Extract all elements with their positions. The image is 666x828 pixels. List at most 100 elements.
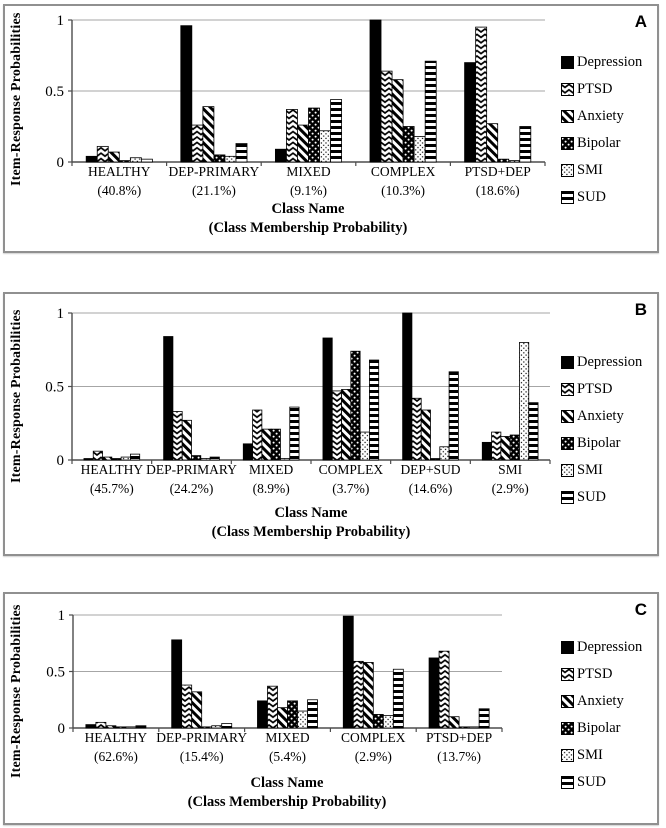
bar-bipolar-ptsd+dep <box>497 158 510 163</box>
bar-sud-healthy <box>130 453 141 461</box>
y-tick-label: 1 <box>57 13 65 29</box>
category-membership-probability: (8.9%) <box>253 481 290 496</box>
legend-item-depression: Depression <box>561 639 661 655</box>
x-axis-title-line1: Class Name <box>274 505 348 521</box>
panel-b: Item-Response Probabilities 0 0.5 1 HEALTHY… <box>3 292 659 556</box>
bar-sud-complex <box>424 60 437 163</box>
bar-sud-healthy <box>140 158 153 163</box>
legend-label: Depression <box>577 639 643 655</box>
legend-item-bipolar: Bipolar <box>561 135 661 151</box>
bar-sud-healthy <box>135 725 147 729</box>
bar-ptsd-complex <box>352 660 364 729</box>
legend-label: Depression <box>577 354 643 370</box>
bar-smi-complex <box>359 431 370 461</box>
category-label: MIXED <box>265 730 309 745</box>
y-tick-label: 0 <box>57 155 65 171</box>
legend-item-ptsd: PTSD <box>561 666 661 682</box>
legend-item-smi: SMI <box>561 162 661 178</box>
category-membership-probability: (13.7%) <box>437 749 481 764</box>
bar-bipolar-healthy <box>115 726 127 729</box>
legend-item-smi: SMI <box>561 747 661 763</box>
bar-anxiety-complex <box>391 79 404 163</box>
legend-label: SMI <box>577 162 603 178</box>
x-axis-title-line2: (Class Membership Probability) <box>211 524 411 540</box>
panel-a: Item-Response Probabilities 0 0.5 1 HEALTHY… <box>3 4 659 253</box>
x-axis-title: Class Name (Class Membership Probability… <box>87 774 487 812</box>
bar-ptsd-ptsd+dep <box>475 26 488 163</box>
legend-item-sud: SUD <box>561 189 661 205</box>
bar-anxiety-complex <box>341 389 352 461</box>
bar-anxiety-smi <box>500 436 511 461</box>
category-membership-probability: (9.1%) <box>290 183 327 198</box>
bar-depression-dep+sud <box>402 312 413 461</box>
horizontal-stripe-swatch-icon <box>561 776 574 789</box>
chevron-scale-swatch-icon <box>561 668 574 681</box>
bar-chart-a: 0 0.5 1 HEALTHY (40.8%) DEP-PRIMARY (21.1%) MIX… <box>45 13 546 198</box>
bar-bipolar-smi <box>509 434 520 461</box>
bar-bipolar-complex <box>372 714 384 729</box>
bar-chart-c: 0 0.5 1 HEALTHY (62.6%) DEP-PRIMARY (15.4%) MIX… <box>46 608 503 764</box>
bar-sud-dep-primary <box>221 723 233 729</box>
category-membership-probability: (45.7%) <box>90 481 134 496</box>
x-axis-title: Class Name (Class Membership Probability… <box>108 200 508 238</box>
legend-label: SUD <box>577 489 607 505</box>
y-tick-label: 1 <box>58 608 66 624</box>
legend-item-sud: SUD <box>561 774 661 790</box>
bar-smi-dep-primary <box>224 155 237 163</box>
legend-item-sud: SUD <box>561 489 661 505</box>
bar-anxiety-ptsd+dep <box>448 716 460 729</box>
y-tick-label: 0.5 <box>46 665 65 681</box>
horizontal-stripe-swatch-icon <box>561 491 574 504</box>
bar-bipolar-complex <box>350 350 361 461</box>
bar-smi-mixed <box>297 710 308 729</box>
bar-smi-mixed <box>280 458 291 461</box>
bar-sud-complex <box>369 359 380 461</box>
bar-bipolar-mixed <box>270 428 281 461</box>
category-label: DEP-PRIMARY <box>156 730 247 745</box>
panel-letter-c: C <box>634 600 647 619</box>
bar-smi-ptsd+dep <box>468 726 480 729</box>
bar-ptsd-dep-primary <box>172 411 183 461</box>
panel-letter-a: A <box>634 12 647 31</box>
bar-chart-b: 0 0.5 1 HEALTHY (45.7%) DEP-PRIMARY (24.2%) MIX… <box>45 306 551 496</box>
bar-ptsd-healthy <box>95 721 107 729</box>
x-axis-title-line1: Class Name <box>250 775 324 791</box>
x-axis-title: Class Name (Class Membership Probability… <box>111 504 511 542</box>
panel-c: Item-Response Probabilities 0 0.5 1 HEALTHY… <box>3 592 659 825</box>
legend-label: SMI <box>577 462 603 478</box>
bar-depression-mixed <box>242 443 253 461</box>
bar-ptsd-ptsd+dep <box>438 650 450 729</box>
bar-sud-dep-primary <box>209 456 220 461</box>
bar-anxiety-healthy <box>107 151 120 163</box>
bar-anxiety-dep+sud <box>420 409 431 461</box>
bar-sud-ptsd+dep <box>478 708 490 729</box>
category-label: DEP-PRIMARY <box>169 164 260 179</box>
bar-depression-complex <box>342 615 354 729</box>
bar-smi-healthy <box>125 726 137 729</box>
y-tick-label: 0 <box>58 721 66 737</box>
dot-grid-swatch-icon <box>561 749 574 762</box>
legend-label: SUD <box>577 189 607 205</box>
bar-smi-complex <box>413 136 426 163</box>
legend-label: SUD <box>577 774 607 790</box>
category-label: DEP+SUD <box>400 462 460 477</box>
category-label: HEALTHY <box>88 164 151 179</box>
bar-depression-complex <box>369 19 382 163</box>
bar-smi-smi <box>519 342 530 461</box>
legend-label: Bipolar <box>577 135 621 151</box>
legend-item-depression: Depression <box>561 54 661 70</box>
bar-sud-complex <box>392 668 404 729</box>
legend-item-bipolar: Bipolar <box>561 720 661 736</box>
category-membership-probability: (5.4%) <box>269 749 306 764</box>
y-tick-label: 0.5 <box>45 380 64 396</box>
diagonal-stripe-swatch-icon <box>561 110 574 123</box>
legend-label: Anxiety <box>577 693 624 709</box>
bar-ptsd-mixed <box>252 409 263 461</box>
bar-sud-mixed <box>330 99 343 163</box>
bar-anxiety-dep-primary <box>181 419 192 461</box>
legend-label: PTSD <box>577 81 613 97</box>
bar-depression-dep-primary <box>180 25 193 163</box>
y-tick-label: 0 <box>57 453 65 469</box>
category-membership-probability: (3.7%) <box>332 481 369 496</box>
